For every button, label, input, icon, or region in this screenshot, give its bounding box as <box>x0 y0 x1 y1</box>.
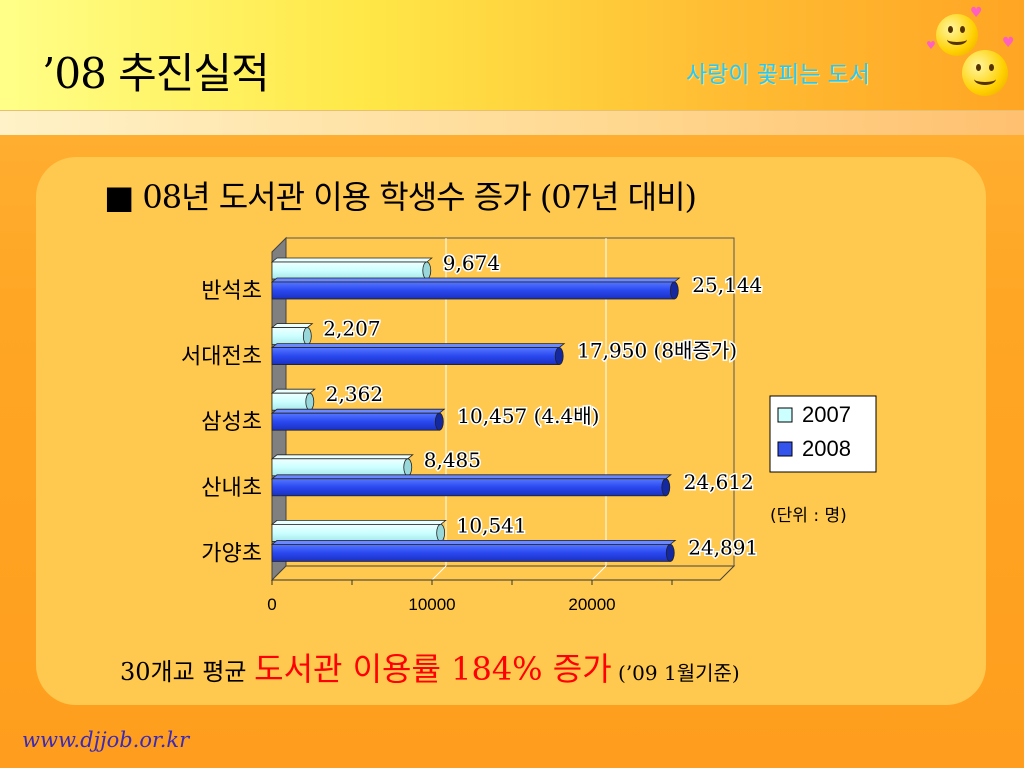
data-label-2008: 17,950 (8배증가) <box>577 339 737 363</box>
bar-2007 <box>271 458 409 477</box>
bar-2007-top <box>270 323 314 329</box>
data-label-2008: 24,891 <box>688 535 758 559</box>
legend-swatch <box>777 441 793 457</box>
bar-2008-end <box>554 347 564 366</box>
data-label-2008: 24,612 <box>684 470 754 494</box>
category-label: 서대전초 <box>181 345 262 370</box>
chart-legend: 2007 2008 (단위 : 명) <box>769 395 877 526</box>
unit-note: (단위 : 명) <box>770 506 847 526</box>
data-label-2008: 10,457 (4.4배) <box>457 404 599 428</box>
heart-icon: ♥ <box>970 5 983 21</box>
gridline-floor <box>431 565 447 581</box>
legend-swatch <box>777 407 793 423</box>
data-label-2007: 9,674 <box>443 251 500 275</box>
bar-2008-top <box>270 277 681 283</box>
data-label-2008: 25,144 <box>692 273 762 297</box>
header-strip <box>0 110 1024 135</box>
bar-2007-top <box>270 454 414 460</box>
bar-2008 <box>271 281 675 300</box>
footer-url: www.djjob.or.kr <box>22 728 190 752</box>
bar-2007-end <box>305 392 315 411</box>
bar-2007-top <box>270 520 447 525</box>
bar-2007 <box>271 327 308 346</box>
smiley-icon <box>936 14 978 56</box>
category-label: 가양초 <box>201 541 262 566</box>
heart-icon: ♥ <box>926 39 936 52</box>
summary-prefix: 30개교 평균 <box>120 658 255 686</box>
bar-2007-end <box>302 327 312 346</box>
summary-highlight: 도서관 이용률 184% 증가 <box>254 650 612 688</box>
labels-group: 0 10000 20000 반석초 9,674 25,144 서대전초 2,207 17,950… <box>181 250 764 615</box>
bar-2008-end <box>669 281 679 300</box>
data-label-2007: 8,485 <box>424 448 481 472</box>
bar-2007-end <box>422 261 432 280</box>
legend-label: 2007 <box>802 402 851 427</box>
bar-2008 <box>271 478 667 497</box>
bar-2008 <box>271 544 671 562</box>
bar-2007 <box>271 524 442 542</box>
bar-2007 <box>271 392 311 411</box>
bars-group <box>270 257 681 562</box>
category-label: 삼성초 <box>201 410 262 435</box>
header-band <box>0 0 1024 110</box>
balloon-smiley-icon <box>962 50 1008 96</box>
bar-2008-top <box>270 343 566 349</box>
x-tick-label: 0 <box>267 595 276 614</box>
gridline-floor <box>591 565 607 581</box>
bar-2008 <box>271 347 560 366</box>
category-label: 산내초 <box>201 476 262 501</box>
data-label-2007: 2,362 <box>326 382 383 406</box>
x-tick-label: 20000 <box>568 595 615 614</box>
category-label: 반석초 <box>201 279 262 304</box>
bar-2008-top <box>270 408 446 414</box>
legend-label: 2008 <box>802 436 851 461</box>
bar-2008-top <box>270 474 672 480</box>
bar-2007-end <box>403 458 413 477</box>
slide-title: ’08 추진실적 <box>42 49 270 98</box>
heart-icon: ♥ <box>1002 35 1015 51</box>
bar-2008-end <box>665 544 675 562</box>
data-label-2007: 2,207 <box>323 317 380 341</box>
slogan-text: 사랑이 꽃피는 도서 <box>686 62 870 88</box>
bar-2007-end <box>436 524 446 542</box>
bar-2007-top <box>270 388 316 394</box>
bar-2008 <box>271 412 440 431</box>
bar-2008-end <box>434 412 444 431</box>
chart-title: ■ 08년 도서관 이용 학생수 증가 (07년 대비) <box>104 178 697 216</box>
bar-2007 <box>271 261 428 280</box>
plot-floor <box>270 565 736 581</box>
summary-suffix: (’09 1월기준) <box>611 661 740 685</box>
bar-2008-top <box>270 540 677 545</box>
bar-2008-end <box>661 478 671 497</box>
summary-line: 30개교 평균 도서관 이용률 184% 증가 (’09 1월기준) <box>120 644 740 690</box>
bar-2007-top <box>270 257 433 263</box>
x-tick-label: 10000 <box>408 595 455 614</box>
data-label-2007: 10,541 <box>457 513 527 537</box>
